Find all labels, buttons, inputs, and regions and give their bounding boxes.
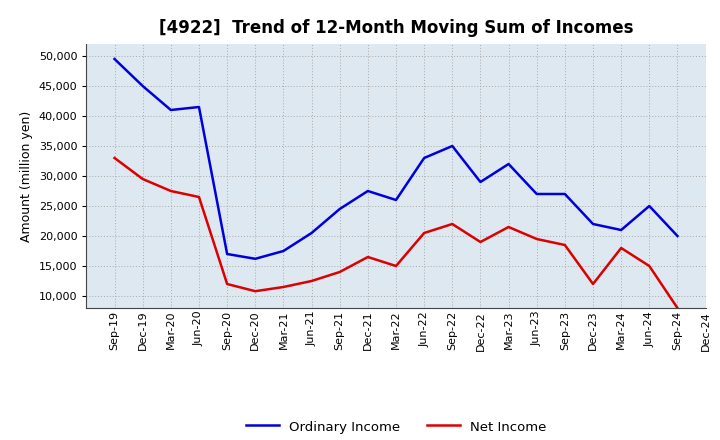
- Net Income: [589, 281, 598, 286]
- Net Income: [364, 254, 372, 260]
- Ordinary Income: [448, 143, 456, 149]
- Ordinary Income: [561, 191, 570, 197]
- Ordinary Income: [420, 155, 428, 161]
- Ordinary Income: [476, 180, 485, 185]
- Ordinary Income: [279, 248, 288, 253]
- Ordinary Income: [364, 188, 372, 194]
- Y-axis label: Amount (million yen): Amount (million yen): [20, 110, 33, 242]
- Ordinary Income: [617, 227, 626, 233]
- Ordinary Income: [645, 203, 654, 209]
- Net Income: [279, 284, 288, 290]
- Line: Net Income: Net Income: [114, 158, 678, 308]
- Net Income: [420, 231, 428, 236]
- Ordinary Income: [532, 191, 541, 197]
- Net Income: [251, 289, 260, 294]
- Ordinary Income: [138, 83, 147, 88]
- Ordinary Income: [307, 231, 316, 236]
- Ordinary Income: [673, 233, 682, 238]
- Net Income: [476, 239, 485, 245]
- Net Income: [561, 242, 570, 248]
- Ordinary Income: [336, 206, 344, 212]
- Ordinary Income: [110, 56, 119, 62]
- Title: [4922]  Trend of 12-Month Moving Sum of Incomes: [4922] Trend of 12-Month Moving Sum of I…: [158, 19, 634, 37]
- Net Income: [110, 155, 119, 161]
- Ordinary Income: [504, 161, 513, 167]
- Net Income: [336, 269, 344, 275]
- Ordinary Income: [222, 251, 231, 257]
- Ordinary Income: [251, 256, 260, 261]
- Line: Ordinary Income: Ordinary Income: [114, 59, 678, 259]
- Net Income: [307, 279, 316, 284]
- Net Income: [617, 246, 626, 251]
- Ordinary Income: [166, 107, 175, 113]
- Net Income: [448, 221, 456, 227]
- Net Income: [645, 264, 654, 269]
- Net Income: [166, 188, 175, 194]
- Net Income: [222, 281, 231, 286]
- Net Income: [532, 236, 541, 242]
- Legend: Ordinary Income, Net Income: Ordinary Income, Net Income: [240, 415, 552, 439]
- Net Income: [504, 224, 513, 230]
- Net Income: [194, 194, 203, 200]
- Net Income: [392, 264, 400, 269]
- Ordinary Income: [194, 104, 203, 110]
- Ordinary Income: [392, 198, 400, 203]
- Net Income: [673, 305, 682, 311]
- Net Income: [138, 176, 147, 182]
- Ordinary Income: [589, 221, 598, 227]
